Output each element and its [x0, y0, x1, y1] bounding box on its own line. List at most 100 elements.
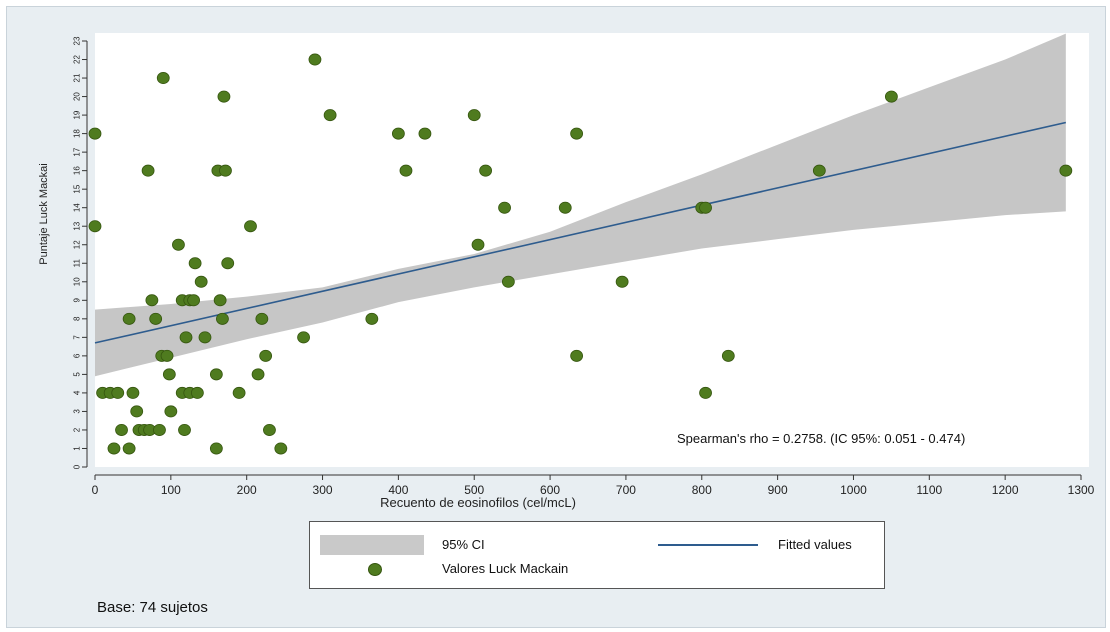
data-point	[126, 386, 140, 399]
data-point	[188, 257, 202, 270]
legend-ci-label: 95% CI	[442, 537, 485, 552]
data-point	[263, 423, 276, 436]
y-tick-label: 0	[72, 464, 81, 469]
data-point	[194, 275, 208, 288]
y-tick-label: 21	[72, 73, 81, 82]
data-point	[615, 275, 629, 288]
data-point	[153, 423, 166, 436]
data-point	[209, 368, 223, 381]
x-tick-label: 900	[768, 483, 788, 497]
data-point	[251, 368, 265, 381]
data-point	[467, 109, 481, 122]
data-point	[365, 312, 379, 325]
data-point	[391, 127, 405, 140]
data-point	[216, 312, 229, 325]
data-point	[259, 349, 273, 362]
y-tick-label: 10	[72, 277, 81, 286]
data-point	[164, 405, 178, 418]
y-tick-label: 11	[72, 259, 81, 268]
x-tick-label: 0	[92, 483, 99, 497]
y-tick-label: 22	[72, 55, 81, 64]
legend-fit-line-swatch	[658, 544, 758, 546]
x-tick-label: 300	[313, 483, 333, 497]
data-point	[213, 294, 227, 307]
data-point	[145, 294, 159, 307]
y-tick-label: 8	[72, 316, 81, 321]
y-tick-label: 16	[72, 166, 81, 175]
data-point	[122, 442, 136, 455]
data-point	[178, 423, 191, 436]
ci-band	[95, 33, 1066, 377]
data-point	[232, 386, 246, 399]
points-layer	[88, 53, 1073, 455]
data-point	[274, 442, 288, 455]
y-tick-label: 15	[72, 184, 81, 193]
x-tick-label: 1300	[1068, 483, 1095, 497]
data-point	[399, 164, 413, 177]
data-point	[471, 238, 485, 251]
data-point	[244, 220, 257, 233]
y-tick-label: 6	[72, 353, 81, 358]
y-tick-label: 4	[72, 390, 81, 395]
ci-band-layer	[95, 33, 1066, 377]
base-note: Base: 74 sujetos	[97, 599, 208, 616]
x-tick-label: 500	[464, 483, 484, 497]
scatter-chart: 0 100 200 300 400 500 600 700 800 900 1000 1100 1200…	[38, 33, 1095, 510]
legend-point-swatch	[368, 563, 382, 576]
data-point	[884, 90, 898, 103]
data-point	[558, 201, 572, 214]
legend-point-label: Valores Luck Mackain	[442, 561, 569, 576]
y-tick-label: 19	[72, 110, 81, 119]
data-point	[190, 386, 204, 399]
data-point	[149, 312, 163, 325]
y-tick-label: 13	[72, 221, 81, 230]
y-tick-label: 5	[72, 372, 81, 377]
data-point	[570, 349, 584, 362]
data-point	[1059, 164, 1073, 177]
legend-ci-swatch	[320, 535, 424, 555]
y-tick-label: 1	[72, 446, 81, 451]
fitted-line-layer	[94, 121, 1067, 344]
y-tick-label: 17	[72, 147, 81, 156]
x-tick-label: 1000	[840, 483, 867, 497]
data-point	[111, 386, 125, 399]
chart-figure: 0 100 200 300 400 500 600 700 800 900 1000 1100 1200…	[6, 6, 1106, 628]
data-point	[88, 220, 102, 233]
y-tick-label: 20	[72, 92, 81, 101]
data-point	[160, 349, 174, 362]
data-point	[479, 164, 493, 177]
data-point	[812, 164, 826, 177]
data-point	[297, 331, 310, 344]
data-point	[570, 127, 584, 140]
y-tick-label: 2	[72, 427, 81, 432]
data-point	[308, 53, 322, 66]
x-tick-label: 1100	[916, 483, 942, 497]
y-tick-label: 14	[72, 203, 81, 212]
data-point	[501, 275, 515, 288]
x-tick-label: 400	[388, 483, 408, 497]
data-point	[156, 72, 170, 85]
axes-layer: 0 100 200 300 400 500 600 700 800 900 1000 1100 1200…	[72, 36, 1094, 497]
x-tick-label: 600	[540, 483, 560, 497]
fitted-line	[94, 121, 1067, 344]
y-tick-label: 7	[72, 335, 81, 340]
data-point	[323, 109, 337, 122]
data-point	[221, 257, 235, 270]
y-tick-label: 12	[72, 240, 81, 249]
data-point	[498, 201, 511, 214]
legend: 95% CI Fitted values Valores Luck Mackai…	[309, 521, 885, 589]
legend-fit-label: Fitted values	[778, 537, 852, 552]
data-point	[162, 368, 176, 381]
data-point	[130, 405, 144, 418]
y-tick-label: 23	[72, 36, 81, 45]
y-tick-label: 3	[72, 409, 81, 414]
data-point	[219, 164, 232, 177]
data-point	[107, 442, 121, 455]
x-tick-label: 100	[161, 483, 181, 497]
data-point	[88, 127, 102, 140]
x-tick-label: 800	[692, 483, 712, 497]
x-tick-label: 1200	[992, 483, 1019, 497]
data-point	[721, 349, 735, 362]
data-point	[418, 127, 432, 140]
data-point	[198, 331, 212, 344]
